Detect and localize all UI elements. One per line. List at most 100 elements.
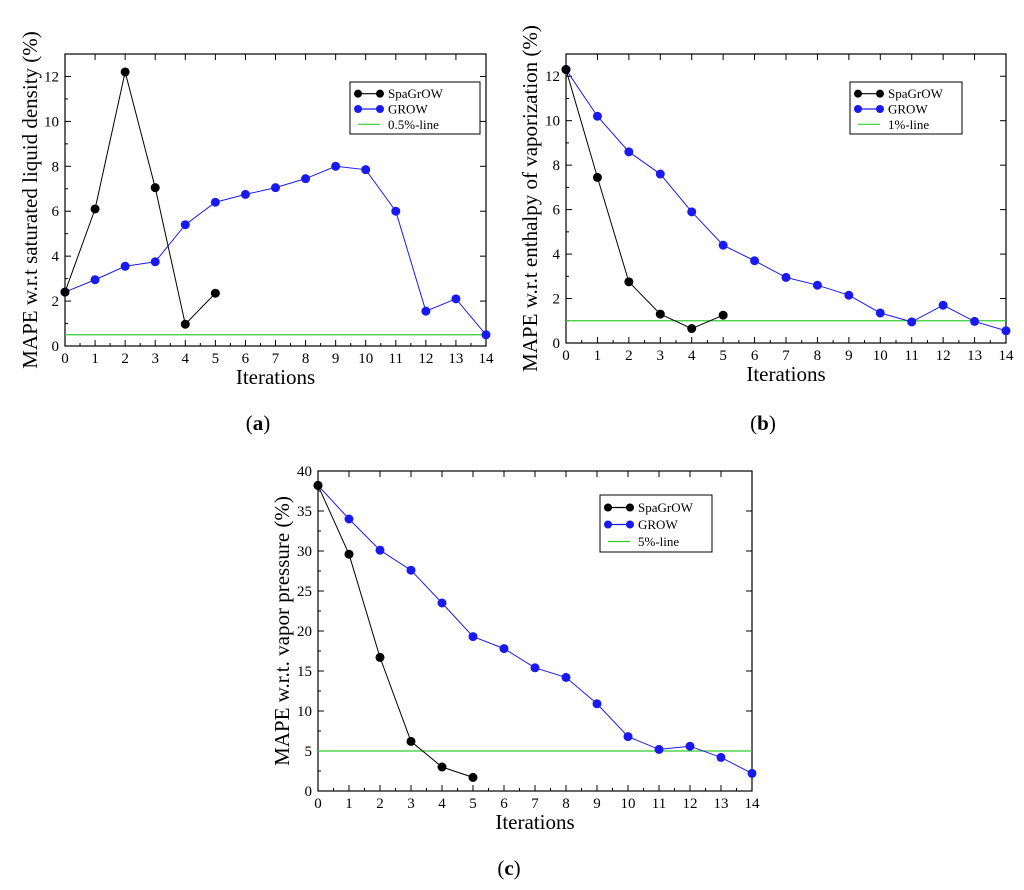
panel-label-close-paren: ) [514,856,521,880]
series-line-spagrow-c [317,485,474,778]
x-tick-label-a-2: 2 [121,351,129,367]
data-point-spagrow-b-3 [655,309,665,319]
legend-label-spagrow-b: SpaGrOW [888,86,944,101]
x-tick-label-c-8: 8 [562,796,570,812]
y-tick-label-c-40: 40 [297,464,312,480]
y-tick-label-a-8: 8 [52,159,60,175]
x-tick-label-c-2: 2 [376,796,384,812]
data-point-grow-c-14 [747,768,757,778]
data-point-grow-c-10 [623,732,633,742]
x-tick-label-b-4: 4 [688,348,696,364]
legend-marker-grow-c [604,520,612,529]
x-tick-label-b-9: 9 [845,348,853,364]
legend-marker-spagrow-c [604,503,612,512]
panel-label-close-paren: ) [769,411,776,435]
x-axis-title-c: Iterations [495,810,574,834]
y-tick-label-b-2: 2 [553,292,561,308]
data-point-spagrow-a-5 [210,288,220,298]
x-tick-label-c-0: 0 [314,796,322,812]
data-point-spagrow-b-4 [687,324,697,334]
data-point-grow-c-11 [654,744,664,754]
legend-label-0-5-line-a: 0.5%-line [388,117,439,132]
data-point-grow-a-4 [180,220,190,230]
data-point-grow-c-8 [561,672,571,682]
data-point-grow-a-14 [481,330,491,340]
x-tick-label-c-3: 3 [407,796,415,812]
x-tick-label-c-4: 4 [438,796,446,812]
data-point-grow-b-4 [687,207,697,217]
data-point-grow-a-9 [331,161,341,171]
x-tick-label-b-7: 7 [782,348,790,364]
y-tick-label-b-6: 6 [553,203,561,219]
panel-label-a: (a) [246,411,271,435]
y-tick-label-c-10: 10 [297,704,312,720]
data-point-grow-c-13 [716,752,726,762]
y-tick-label-a-0: 0 [52,339,60,355]
data-point-grow-a-7 [271,183,280,193]
x-tick-label-a-10: 10 [358,351,373,367]
data-point-spagrow-b-5 [718,310,728,320]
legend-label-spagrow-c: SpaGrOW [638,500,694,515]
y-tick-label-c-20: 20 [297,624,312,640]
data-point-grow-b-2 [624,147,634,157]
x-tick-label-a-13: 13 [448,351,463,367]
data-point-spagrow-c-0 [313,480,323,490]
legend-box-a [349,81,481,135]
data-point-spagrow-b-2 [624,277,634,287]
x-tick-label-a-12: 12 [418,351,433,367]
legend-box-b [849,81,963,135]
x-tick-label-c-5: 5 [469,796,477,812]
x-tick-label-b-3: 3 [657,348,665,364]
panel-label-letter: b [757,411,769,435]
data-point-grow-a-13 [451,294,461,304]
legend-box-c [599,494,713,553]
y-tick-label-b-12: 12 [545,69,560,85]
x-tick-label-c-6: 6 [500,796,508,812]
y-tick-label-a-2: 2 [52,294,60,310]
data-point-grow-a-5 [210,197,220,207]
x-tick-label-c-11: 11 [652,796,666,812]
y-tick-label-a-12: 12 [44,69,59,85]
panel-label-close-paren: ) [263,411,270,435]
data-point-grow-b-12 [938,300,948,310]
legend-label-1-line-b: 1%-line [888,117,929,132]
data-point-spagrow-c-3 [406,736,416,746]
legend-marker-spagrow-a [354,89,362,98]
series-line-spagrow-a [64,71,216,326]
data-point-grow-b-6 [750,256,760,266]
x-tick-label-b-6: 6 [751,348,759,364]
data-point-spagrow-a-2 [120,67,130,77]
legend-label-grow-b: GROW [888,102,928,117]
legend-label-grow-a: GROW [388,102,428,117]
x-tick-label-c-12: 12 [683,796,698,812]
data-point-grow-c-7 [530,663,540,673]
data-point-grow-c-6 [499,644,509,654]
panel-label-letter: c [504,856,513,880]
legend-marker-grow-c [626,520,634,529]
y-tick-label-c-5: 5 [305,744,313,760]
data-point-grow-c-5 [468,632,478,642]
x-tick-label-c-10: 10 [621,796,636,812]
x-tick-label-b-8: 8 [814,348,822,364]
data-point-spagrow-a-4 [180,319,190,329]
data-point-grow-a-12 [421,306,431,316]
y-tick-label-b-0: 0 [553,336,561,352]
legend-label-spagrow-a: SpaGrOW [388,86,444,101]
data-point-grow-b-11 [907,317,917,327]
y-tick-label-c-30: 30 [297,544,312,560]
x-tick-label-a-11: 11 [389,351,403,367]
legend-marker-spagrow-b [854,89,862,98]
x-tick-label-b-13: 13 [967,348,982,364]
y-tick-label-a-10: 10 [44,114,59,130]
series-line-spagrow-b [565,69,724,330]
chart-panel-a: 0 1 2 3 4 5 6 7 8 9 10 11 12 13 14024681012IterationsM… [18,31,494,435]
y-axis-title-b: MAPE w.r.t enthalpy of vaporization (%) [518,25,542,372]
data-point-grow-b-1 [592,111,602,121]
data-point-spagrow-c-2 [375,652,385,662]
y-tick-label-c-15: 15 [297,664,312,680]
y-tick-label-a-4: 4 [52,249,60,265]
data-point-grow-b-14 [1001,326,1011,336]
data-point-grow-a-10 [361,165,371,175]
x-tick-label-b-14: 14 [999,348,1015,364]
